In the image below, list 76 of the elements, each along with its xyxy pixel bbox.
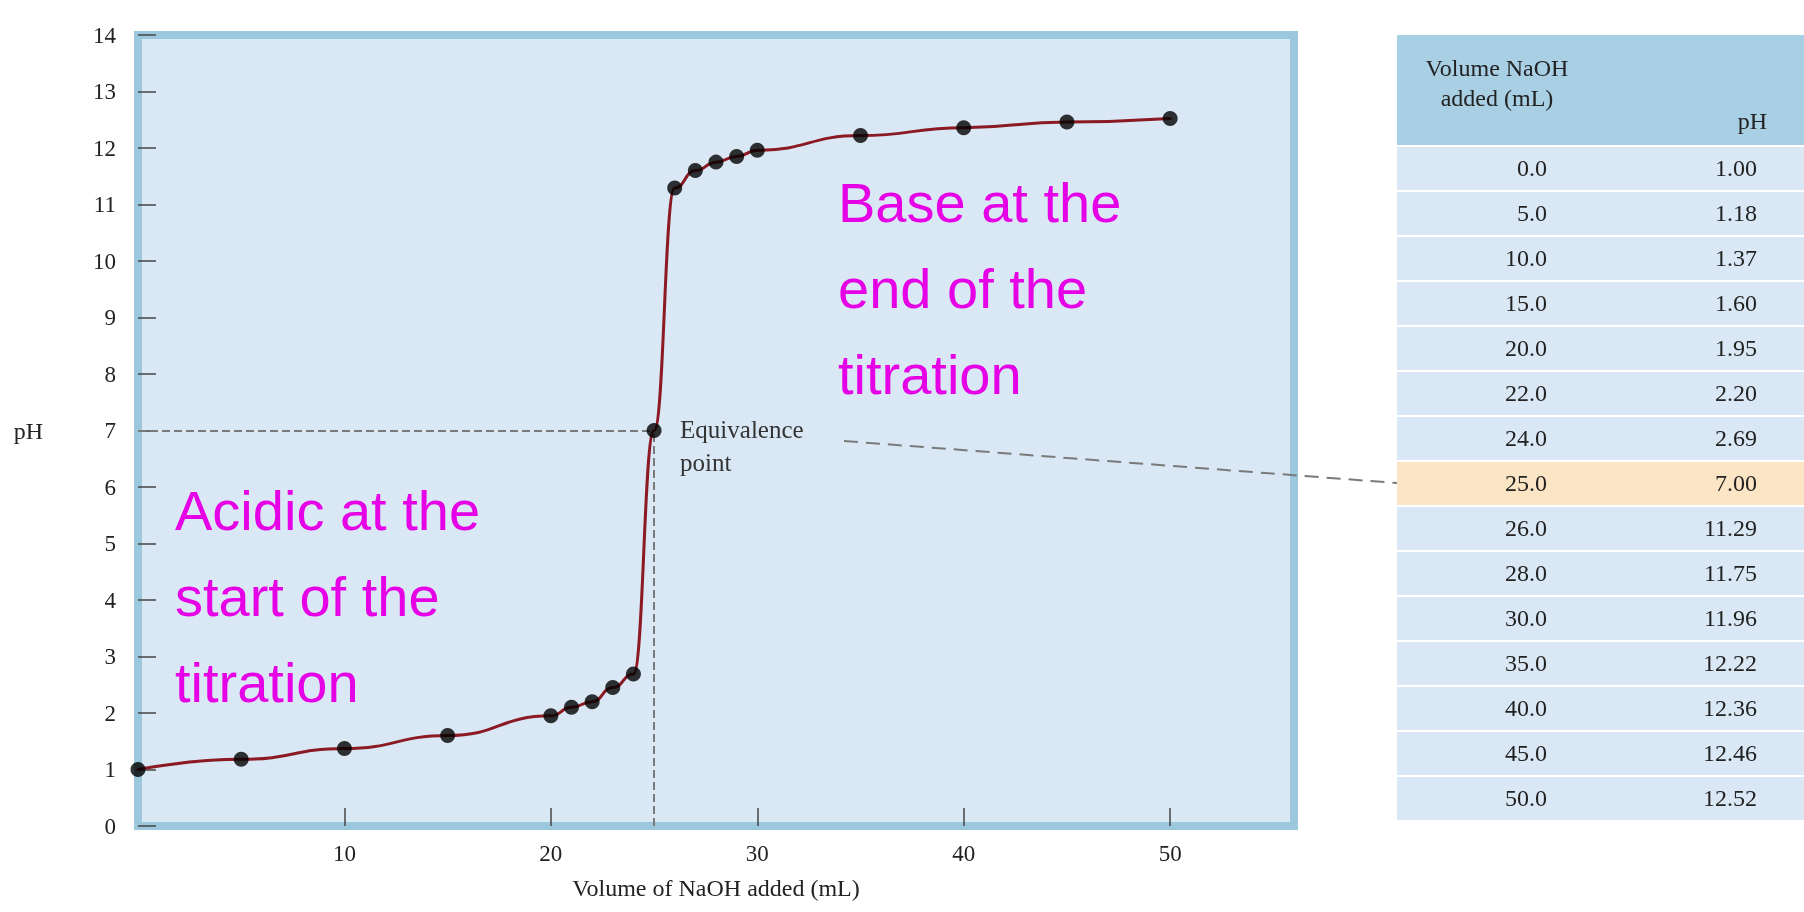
data-label: 7.00: [1714, 470, 1757, 497]
data-label: 1.60: [1714, 290, 1757, 317]
category-label: 15.0: [1504, 290, 1547, 317]
category-label: 25.0: [1504, 470, 1547, 497]
point: [853, 128, 868, 144]
annotation: Base at the end of the titration: [838, 170, 1123, 408]
y-tick-label: 2: [104, 700, 116, 726]
annotation: Equivalence point: [680, 414, 805, 478]
point: [440, 728, 456, 744]
data-label: 2.69: [1714, 425, 1757, 452]
category-label: 20.0: [1504, 335, 1547, 362]
category-label: 50.0: [1504, 785, 1547, 812]
y-tick-label: 13: [93, 79, 116, 104]
data-label: 1.18: [1714, 200, 1757, 227]
y-tick-label: 4: [104, 587, 117, 613]
category-label: 30.0: [1504, 605, 1547, 632]
category-label: 26.0: [1504, 515, 1547, 542]
x-tick-label: 50: [1158, 841, 1182, 866]
annotation: Acidic at the start of the titration: [175, 478, 482, 716]
category-label: 0.0: [1516, 155, 1547, 182]
x-tick-label: 20: [539, 841, 563, 866]
point: [729, 148, 745, 164]
x-tick-label: 40: [952, 841, 976, 866]
y-tick-label: 1: [104, 757, 116, 782]
category-label: 45.0: [1504, 740, 1547, 767]
data-label: 1.00: [1714, 155, 1757, 182]
point: [749, 142, 765, 158]
point: [564, 699, 579, 715]
y-tick-label: 8: [104, 361, 116, 387]
data-label: 12.52: [1702, 785, 1757, 812]
point: [1059, 114, 1075, 130]
text: pH: [1736, 108, 1768, 135]
category-label: 40.0: [1504, 695, 1547, 722]
data-label: 11.29: [1702, 515, 1757, 542]
category-label: 5.0: [1516, 200, 1547, 227]
data-label: 12.22: [1702, 650, 1757, 677]
data-label: 12.46: [1702, 740, 1757, 767]
point: [956, 120, 972, 136]
y-tick-label: 11: [93, 192, 116, 217]
text: Volume NaOH added (mL): [1424, 54, 1570, 113]
point: [646, 423, 662, 438]
y-tick-label: 7: [104, 418, 116, 443]
y-tick-label: 9: [104, 305, 116, 330]
y-tick-label: 0: [104, 813, 116, 839]
point: [708, 154, 724, 170]
data-label: 1.95: [1714, 335, 1757, 362]
data-label: 11.96: [1702, 605, 1757, 632]
category-label: 10.0: [1504, 245, 1547, 272]
y-tick-label: 12: [93, 135, 116, 161]
y-tick-label: 14: [93, 22, 117, 48]
category-label: 24.0: [1504, 425, 1547, 452]
x-tick-label: 30: [745, 841, 769, 866]
y-tick-label: 6: [104, 474, 116, 500]
data-label: 1.37: [1714, 245, 1757, 272]
point: [584, 694, 600, 710]
point: [543, 708, 559, 724]
data-label: 11.75: [1702, 560, 1757, 587]
point: [687, 163, 703, 179]
point: [336, 741, 352, 757]
point: [130, 762, 146, 777]
point: [625, 666, 641, 682]
category-label: 35.0: [1504, 650, 1547, 677]
y-axis-title: pH: [13, 417, 43, 444]
x-axis-title: Volume of NaOH added (mL): [572, 875, 860, 901]
point: [667, 180, 683, 196]
y-tick-label: 3: [104, 644, 116, 669]
category-label: 22.0: [1504, 380, 1547, 407]
point: [233, 751, 249, 767]
category-label: 28.0: [1504, 560, 1547, 587]
data-label: 12.36: [1702, 695, 1757, 722]
x-tick-label: 10: [332, 841, 356, 866]
point: [605, 680, 621, 696]
data-label: 2.20: [1714, 380, 1757, 407]
y-tick-label: 10: [93, 248, 116, 274]
point: [1162, 111, 1178, 127]
y-tick-label: 5: [104, 531, 116, 556]
